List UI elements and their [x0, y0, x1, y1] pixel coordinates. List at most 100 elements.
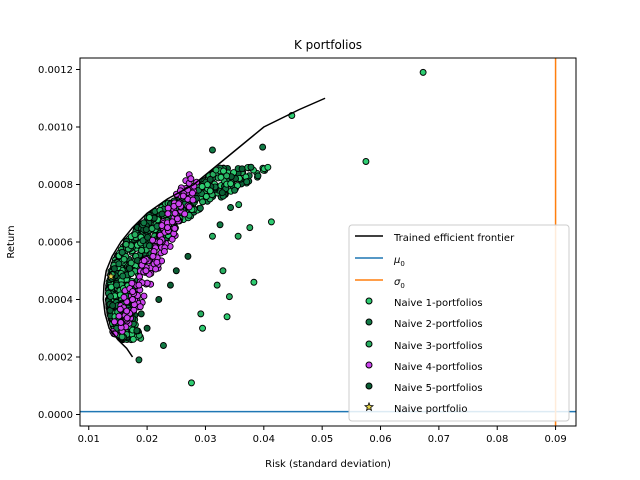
y-tick-label: 0.0010: [38, 123, 73, 134]
portfolio-point: [129, 335, 137, 343]
x-tick-label: 0.01: [78, 434, 100, 445]
naive-portfolio-star: [105, 271, 116, 281]
portfolio-point: [144, 233, 152, 241]
naive-2-point: [227, 204, 235, 211]
naive-4-point: [149, 252, 157, 260]
y-tick-label: 0.0004: [38, 295, 73, 306]
naive-4-band-point: [189, 196, 197, 204]
naive-3-point: [197, 310, 205, 318]
portfolio-point: [118, 248, 126, 256]
portfolio-point: [196, 204, 204, 212]
portfolio-point: [206, 187, 214, 195]
portfolio-point: [218, 189, 226, 197]
naive-2-point: [231, 186, 239, 194]
x-axis-ticks: 0.01 0.02 0.03 0.04 0.05 0.06 0.07 0.08 0.09: [78, 426, 567, 445]
x-tick-label: 0.07: [428, 434, 450, 445]
legend-naive-portfolio-swatch: [363, 401, 375, 412]
legend-naive-1-label: Naive 1-portfolios: [394, 298, 483, 309]
portfolio-point: [227, 180, 235, 188]
legend-frontier-label: Trained efficient frontier: [393, 233, 515, 244]
portfolio-point: [199, 198, 207, 206]
portfolio-point: [198, 183, 206, 191]
legend: Trained efficient frontier μ0 σ0 Naive 1…: [348, 224, 570, 422]
naive-1-point: [267, 218, 275, 226]
naive-4-point: [117, 319, 125, 326]
naive-1-point: [188, 379, 195, 387]
naive-4-point: [135, 281, 143, 289]
y-tick-label: 0.0006: [38, 238, 73, 249]
naive-1-point: [199, 324, 206, 332]
x-tick-label: 0.06: [369, 434, 391, 445]
naive-4-point: [156, 238, 164, 246]
naive-4-point: [187, 175, 195, 183]
naive-4-band-point: [140, 292, 148, 300]
y-axis-label: Return: [6, 225, 17, 258]
naive-3-point: [219, 267, 227, 275]
naive-1-point: [419, 68, 427, 76]
legend-naive-portfolio-label: Naive portfolio: [394, 404, 467, 415]
naive-4-band-point: [115, 312, 123, 320]
naive-4-band-point: [160, 248, 168, 255]
naive-4-band-point: [152, 265, 160, 273]
naive-2-point: [259, 143, 267, 151]
naive-portfolio-layer: [105, 271, 116, 281]
naive-4-point: [179, 192, 187, 200]
portfolio-point: [122, 240, 130, 248]
naive-series-points: [111, 68, 427, 387]
naive-4-band-point: [111, 318, 118, 326]
x-tick-label: 0.04: [253, 434, 275, 445]
naive-5-point: [143, 324, 151, 332]
naive-3-point: [225, 293, 233, 301]
portfolio-point: [119, 272, 127, 280]
naive-4-band-point: [116, 305, 124, 313]
naive-4-band-point: [189, 189, 196, 197]
naive-5-point: [137, 310, 145, 318]
x-tick-label: 0.02: [136, 434, 158, 445]
x-tick-label: 0.08: [486, 434, 508, 445]
naive-4-point: [171, 209, 179, 217]
portfolio-point: [140, 219, 148, 227]
naive-4-band-point: [153, 258, 161, 266]
legend-naive-2-swatch: [365, 318, 373, 326]
portfolio-point: [126, 264, 133, 272]
naive-4-point: [142, 267, 150, 275]
naive-3-point: [246, 224, 254, 232]
naive-4-point: [123, 307, 131, 315]
naive-5-point: [166, 281, 174, 289]
portfolio-point: [120, 255, 128, 263]
x-tick-label: 0.03: [194, 434, 216, 445]
plot-area: [80, 58, 576, 426]
portfolio-point: [139, 237, 147, 245]
naive-3-point: [235, 201, 243, 209]
portfolio-point: [133, 327, 141, 335]
naive-4-band-point: [136, 303, 144, 311]
portfolio-point: [238, 165, 246, 173]
naive-4-band-point: [175, 200, 183, 208]
naive-4-band-point: [129, 288, 137, 295]
naive-4-band-point: [181, 210, 189, 218]
legend-naive-4-swatch: [365, 361, 373, 369]
x-tick-label: 0.05: [311, 434, 333, 445]
portfolio-point: [131, 231, 139, 239]
legend-box: [348, 224, 570, 422]
portfolio-point: [264, 163, 272, 171]
portfolio-point: [113, 281, 121, 289]
naive-3-point: [234, 232, 242, 240]
x-axis-label: Risk (standard deviation): [265, 459, 391, 470]
chart-title: K portfolios: [294, 38, 362, 52]
legend-naive-1-swatch: [365, 297, 373, 305]
portfolio-point: [109, 302, 117, 309]
legend-mu0-label: μ0: [393, 255, 405, 268]
portfolio-point: [206, 175, 214, 183]
x-tick-label: 0.09: [544, 434, 566, 445]
y-axis-ticks: 0.0000 0.0002 0.0004 0.0006 0.0008 0.0010 0.00…: [38, 65, 80, 421]
naive-4-band-point: [168, 218, 176, 226]
naive-5-point: [172, 267, 180, 275]
naive-2-point: [216, 221, 224, 229]
naive-2-point: [209, 146, 216, 154]
y-tick-label: 0.0000: [38, 410, 73, 421]
legend-naive-3-label: Naive 3-portfolios: [394, 341, 483, 352]
naive-2-point: [159, 342, 167, 349]
naive-4-point: [129, 296, 136, 303]
